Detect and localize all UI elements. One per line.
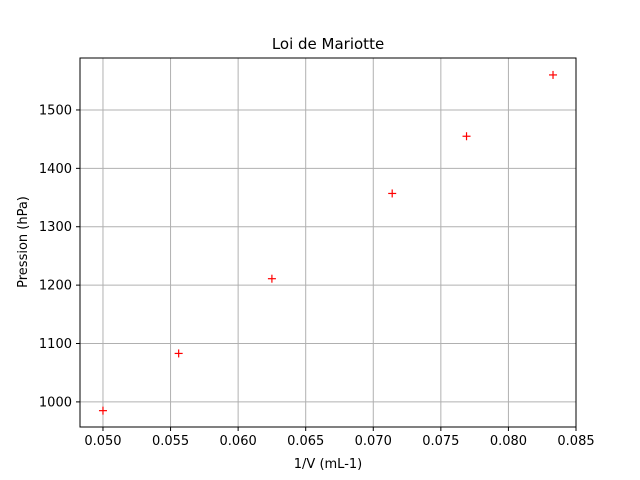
y-tick-label: 1200 bbox=[39, 279, 72, 294]
x-axis-label: 1/V (mL-1) bbox=[294, 457, 362, 472]
x-axis-ticks: 0.050 0.055 0.060 0.065 0.070 0.075 0.080 0.085 bbox=[84, 427, 595, 449]
grid bbox=[80, 58, 577, 427]
x-tick-label: 0.055 bbox=[152, 434, 189, 449]
x-tick-label: 0.050 bbox=[84, 434, 121, 449]
y-tick-label: 1500 bbox=[39, 103, 72, 118]
y-tick-label: 1100 bbox=[39, 337, 72, 352]
data-point bbox=[98, 406, 107, 415]
y-axis-ticks: 1000 1100 1200 1300 1400 1500 bbox=[39, 103, 80, 410]
chart-title: Loi de Mariotte bbox=[272, 35, 384, 53]
data-point bbox=[549, 70, 558, 79]
y-axis-label: Pression (hPa) bbox=[16, 196, 31, 288]
y-tick-label: 1300 bbox=[39, 220, 72, 235]
x-tick-label: 0.075 bbox=[422, 434, 459, 449]
data-point bbox=[267, 274, 276, 283]
data-points bbox=[98, 70, 558, 415]
x-tick-label: 0.080 bbox=[490, 434, 527, 449]
x-tick-label: 0.060 bbox=[220, 434, 257, 449]
x-tick-label: 0.070 bbox=[355, 434, 392, 449]
plot-frame bbox=[79, 57, 577, 428]
y-tick-label: 1400 bbox=[39, 162, 72, 177]
x-tick-label: 0.065 bbox=[287, 434, 324, 449]
x-tick-label: 0.085 bbox=[557, 434, 594, 449]
y-tick-label: 1000 bbox=[39, 395, 72, 410]
data-point bbox=[462, 132, 471, 141]
data-point bbox=[174, 349, 183, 358]
data-point bbox=[388, 189, 397, 198]
